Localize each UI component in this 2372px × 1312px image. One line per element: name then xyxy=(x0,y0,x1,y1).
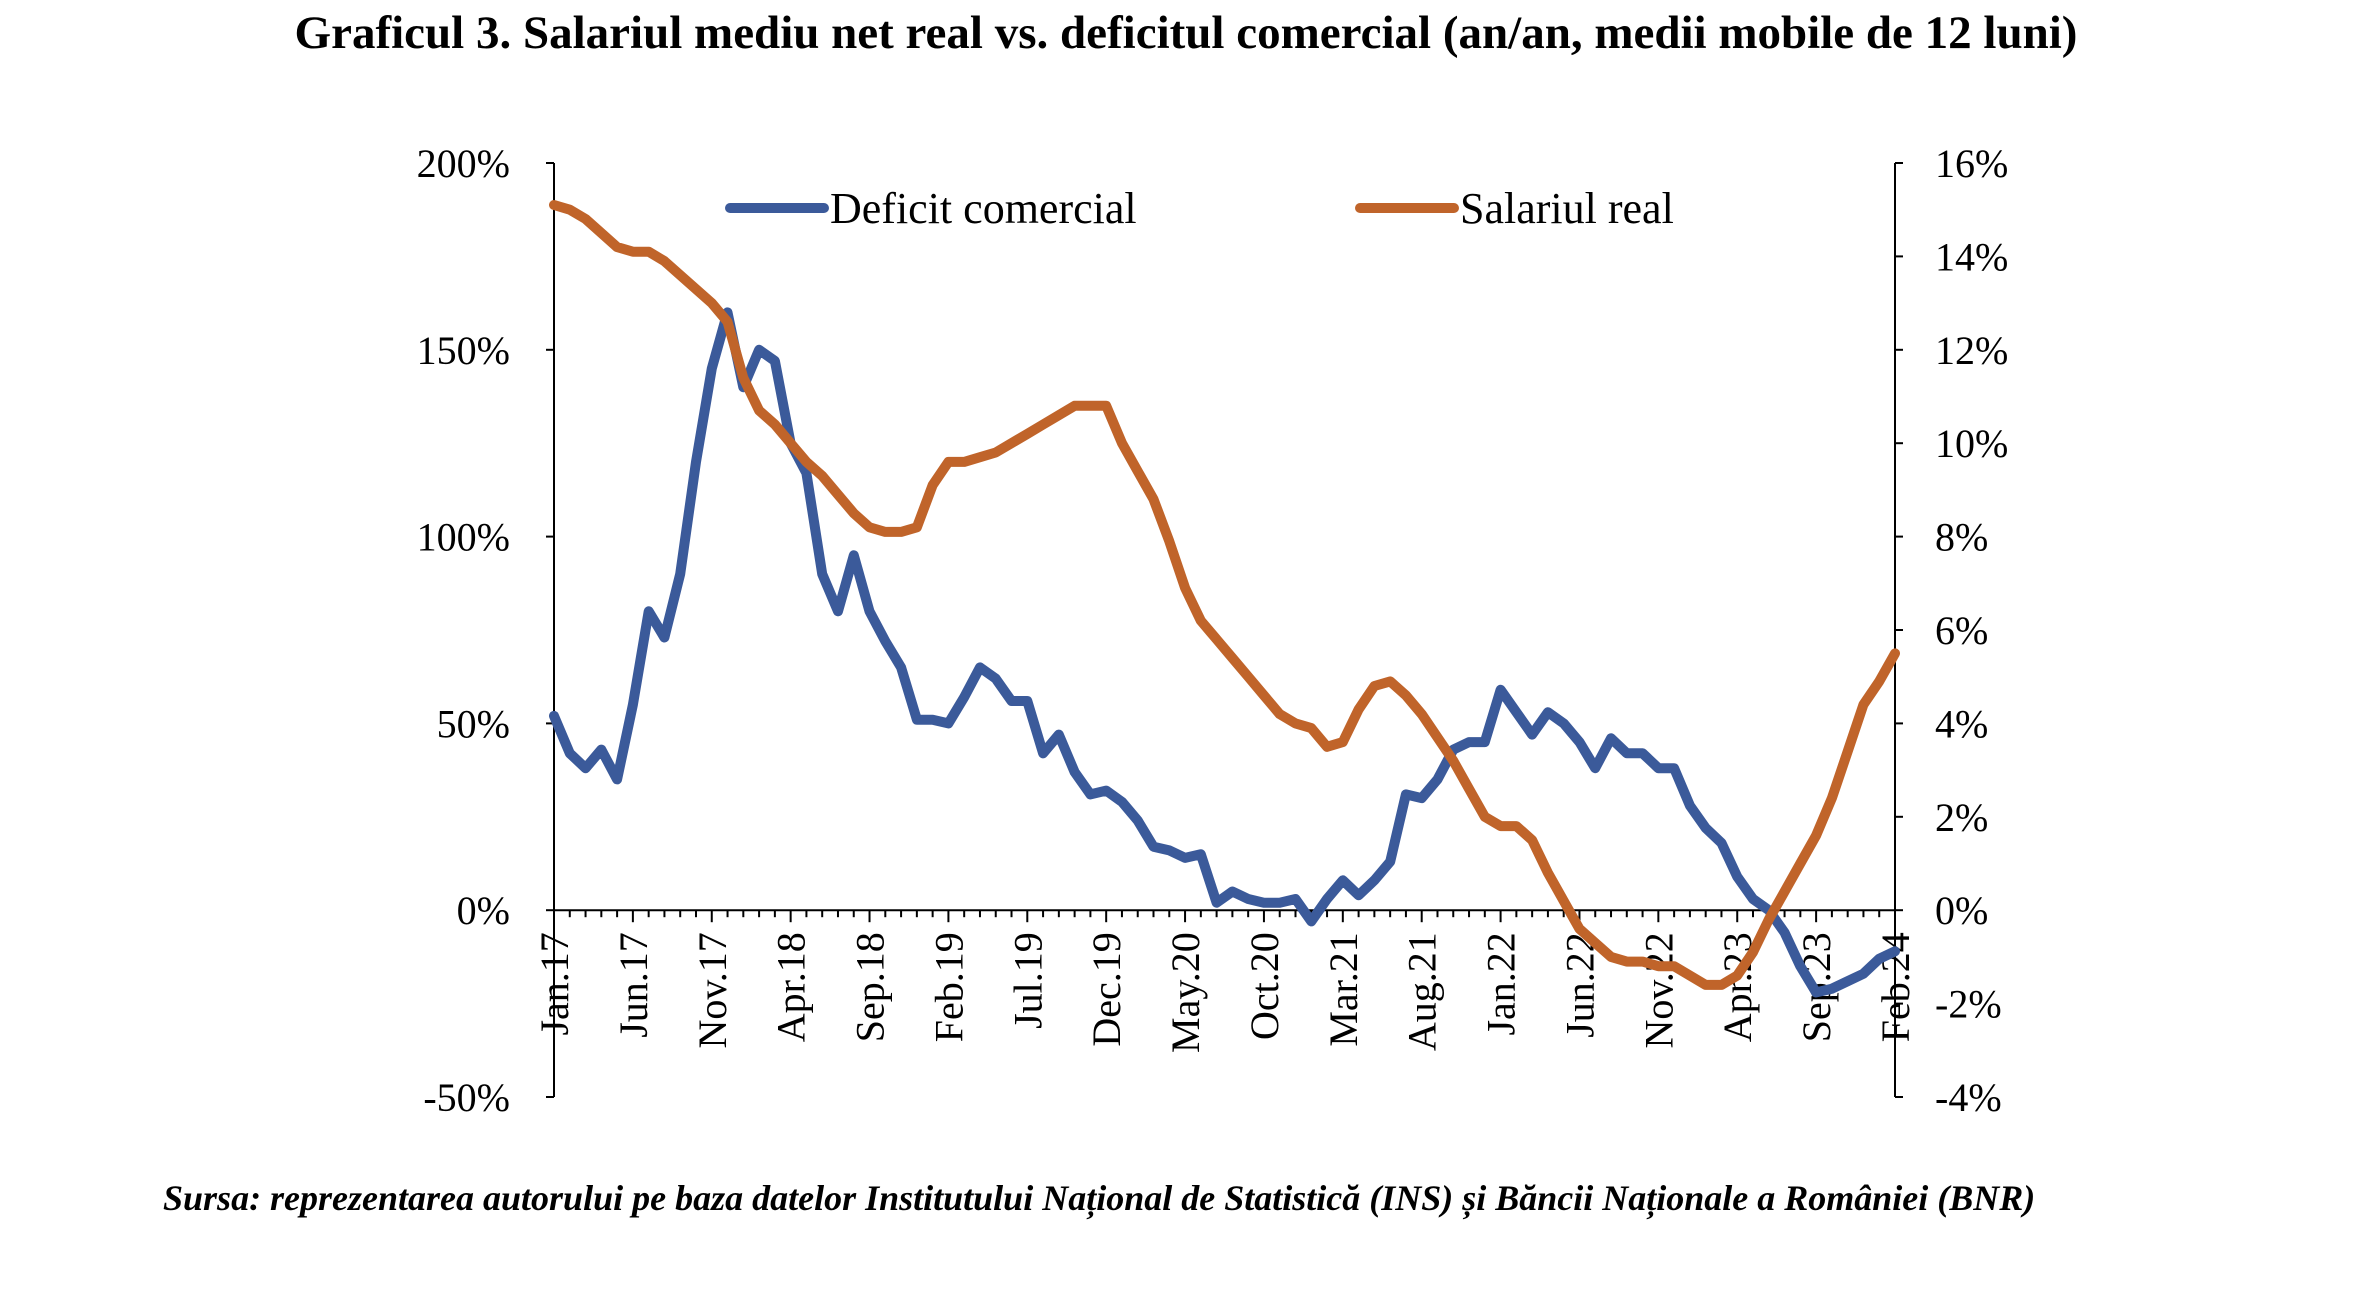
x-tick-label: Jan.17 xyxy=(532,932,577,1035)
right-y-tick-label: 4% xyxy=(1935,701,1988,746)
x-tick-label: Jul.19 xyxy=(1005,932,1050,1029)
right-y-tick-label: 14% xyxy=(1935,234,2008,279)
chart-series xyxy=(549,200,1900,998)
right-y-tick-label: 6% xyxy=(1935,608,1988,653)
right-y-tick-label: 10% xyxy=(1935,421,2008,466)
left-y-tick-label: 100% xyxy=(417,515,510,560)
x-tick-label: Jun.17 xyxy=(611,932,656,1038)
right-y-tick-label: -4% xyxy=(1935,1075,2002,1120)
x-tick-label: Aug.21 xyxy=(1400,932,1445,1051)
right-y-tick-label: 8% xyxy=(1935,515,1988,560)
chart-title: Graficul 3. Salariul mediu net real vs. … xyxy=(294,7,2078,59)
legend-label-wage: Salariul real xyxy=(1460,184,1674,233)
left-y-tick-label: 50% xyxy=(437,701,510,746)
right-y-tick-label: 16% xyxy=(1935,141,2008,186)
x-tick-label: Feb.19 xyxy=(926,932,971,1042)
deficit-comercial-line xyxy=(549,307,1900,998)
left-y-tick-label: 0% xyxy=(457,888,510,933)
x-tick-label: May.20 xyxy=(1163,932,1208,1053)
left-y-tick-label: 200% xyxy=(417,141,510,186)
dual-axis-line-chart: -50% 0% 50% 100% 150% 200% -4% -2% 0% 2% 4% 6% 8% 10%… xyxy=(417,141,2009,1120)
x-tick-label: Mar.21 xyxy=(1321,932,1366,1046)
x-tick-label: Dec.19 xyxy=(1084,932,1129,1046)
right-y-tick-label: 0% xyxy=(1935,888,1988,933)
x-tick-label: Jun.22 xyxy=(1557,932,1602,1038)
x-tick-label: Sep.18 xyxy=(848,932,893,1042)
right-y-tick-label: 12% xyxy=(1935,328,2008,373)
x-tick-label: Apr.18 xyxy=(769,932,814,1042)
right-y-tick-label: 2% xyxy=(1935,795,1988,840)
chart-legend: Deficit comercial Salariul real xyxy=(725,184,1674,233)
x-tick-label: Oct.20 xyxy=(1242,932,1287,1040)
right-y-tick-label: -2% xyxy=(1935,982,2002,1027)
left-y-tick-label: 150% xyxy=(417,328,510,373)
source-note: Sursa: reprezentarea autorului pe baza d… xyxy=(163,1178,2036,1218)
salariul-real-line xyxy=(549,200,1900,990)
x-tick-label: Nov.22 xyxy=(1636,932,1681,1048)
x-tick-label: Jan.22 xyxy=(1479,932,1524,1035)
legend-label-deficit: Deficit comercial xyxy=(830,184,1137,233)
x-tick-label: Nov.17 xyxy=(690,932,735,1048)
left-y-tick-label: -50% xyxy=(423,1075,510,1120)
chart-axes: -50% 0% 50% 100% 150% 200% -4% -2% 0% 2% 4% 6% 8% 10%… xyxy=(417,141,2009,1120)
